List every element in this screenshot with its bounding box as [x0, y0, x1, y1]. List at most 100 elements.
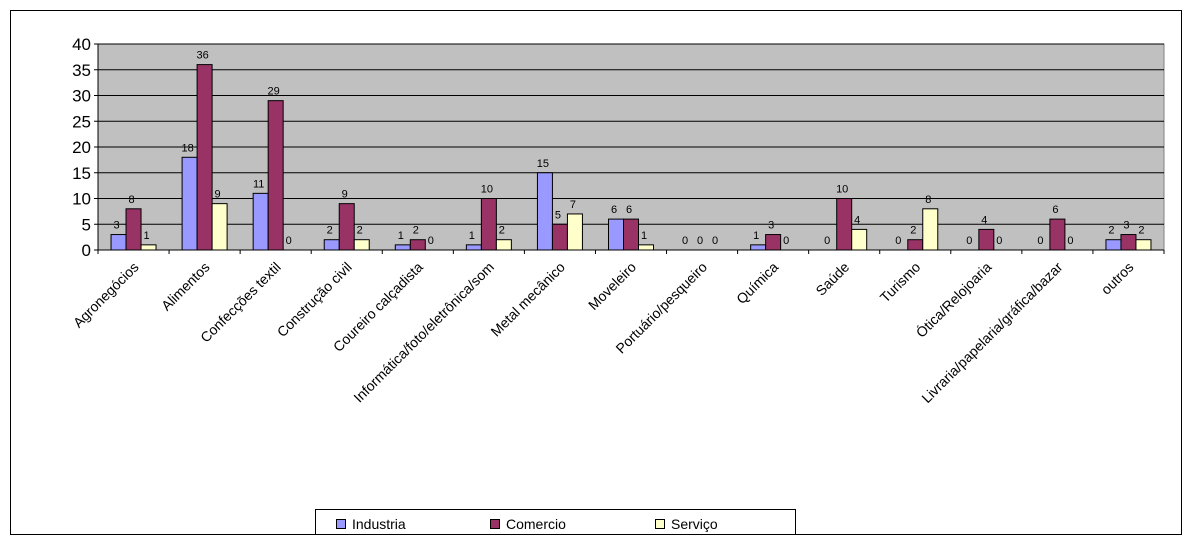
data-label: 15 — [537, 158, 549, 170]
bar-comercio — [338, 203, 355, 251]
bar-comercio — [836, 198, 853, 251]
y-tick-label: 25 — [72, 112, 91, 131]
legend-swatch-comercio — [490, 519, 500, 529]
bar-industria — [181, 156, 198, 251]
data-label: 4 — [854, 214, 860, 226]
data-label: 5 — [555, 209, 561, 221]
data-label: 2 — [1108, 225, 1114, 237]
bar-comercio — [1049, 218, 1066, 251]
y-tick-label: 0 — [82, 241, 91, 260]
x-tick-label: Construção civil — [274, 259, 355, 340]
bar-industria — [110, 234, 127, 251]
bar-serviço — [140, 244, 157, 251]
legend-label-industria: Industria — [352, 516, 406, 532]
x-tick-label: Alimentos — [158, 259, 213, 314]
bar-serviço — [638, 244, 654, 251]
bar-comercio — [1120, 234, 1137, 251]
data-label: 1 — [641, 230, 647, 242]
x-tick-label: Agronegócios — [70, 259, 142, 331]
data-label: 0 — [712, 235, 718, 247]
x-tick-label: Saúde — [812, 259, 852, 299]
data-label: 9 — [215, 189, 221, 201]
x-tick-label: Livraria/papelaria/gráfica/bazar — [918, 259, 1065, 406]
bar-comercio — [196, 64, 213, 251]
data-label: 4 — [981, 214, 987, 226]
data-label: 0 — [966, 235, 972, 247]
data-label: 1 — [143, 230, 149, 242]
bar-serviço — [495, 239, 512, 251]
data-label: 36 — [196, 50, 208, 62]
bar-comercio — [551, 223, 568, 251]
y-tick-label: 15 — [72, 164, 91, 183]
bar-industria — [536, 172, 553, 251]
data-label: 0 — [824, 235, 830, 247]
data-label: 8 — [128, 194, 134, 206]
data-label: 2 — [413, 225, 419, 237]
data-label: 1 — [469, 230, 475, 242]
data-label: 2 — [499, 225, 505, 237]
data-label: 7 — [570, 199, 576, 211]
legend-label-servico: Serviço — [671, 516, 718, 532]
data-label: 3 — [768, 220, 774, 232]
data-label: 6 — [626, 204, 632, 216]
data-label: 3 — [113, 220, 119, 232]
data-label: 8 — [925, 194, 931, 206]
data-label: 2 — [910, 225, 916, 237]
bar-industria — [608, 218, 624, 251]
x-tick-label: Informática/foto/eletrônica/som — [350, 259, 497, 406]
y-tick-label: 5 — [82, 215, 91, 234]
bar-serviço — [566, 213, 583, 251]
data-label: 10 — [481, 184, 493, 196]
bar-comercio — [907, 239, 924, 251]
bar-serviço — [1135, 239, 1152, 251]
bar-industria — [323, 239, 340, 251]
bar-comercio — [623, 218, 639, 251]
legend-swatch-servico — [655, 519, 665, 529]
data-label: 2 — [357, 225, 363, 237]
bar-comercio — [409, 239, 426, 251]
bar-industria — [750, 244, 767, 251]
data-label: 0 — [996, 235, 1002, 247]
legend-item-servico: Serviço — [655, 516, 718, 532]
x-tick-label: Química — [733, 259, 781, 307]
data-label: 0 — [783, 235, 789, 247]
bar-comercio — [480, 198, 497, 251]
bar-comercio — [765, 234, 782, 251]
data-label: 2 — [327, 225, 333, 237]
data-label: 10 — [836, 184, 848, 196]
legend-item-comercio: Comercio — [490, 516, 566, 532]
data-label: 0 — [1067, 235, 1073, 247]
legend-swatch-industria — [336, 519, 346, 529]
legend-item-industria: Industria — [336, 516, 406, 532]
data-label: 0 — [1037, 235, 1043, 247]
bar-comercio — [125, 208, 142, 251]
data-label: 0 — [286, 235, 292, 247]
data-label: 9 — [342, 189, 348, 201]
y-tick-label: 35 — [72, 61, 91, 80]
x-tick-label: Moveleiro — [585, 259, 639, 313]
data-label: 29 — [268, 86, 280, 98]
data-label: 6 — [1052, 204, 1058, 216]
data-label: 0 — [697, 235, 703, 247]
data-label: 0 — [682, 235, 688, 247]
bar-industria — [1105, 239, 1122, 251]
bar-industria — [394, 244, 411, 251]
x-tick-label: outros — [1098, 259, 1137, 298]
chart-legend: Industria Comercio Serviço — [315, 509, 796, 535]
x-tick-label: Turismo — [877, 259, 924, 306]
data-label: 3 — [1123, 220, 1129, 232]
bar-serviço — [851, 228, 868, 251]
data-label: 0 — [428, 235, 434, 247]
data-label: 2 — [1138, 225, 1144, 237]
data-label: 1 — [398, 230, 404, 242]
bar-serviço — [353, 239, 370, 251]
bar-comercio — [978, 228, 995, 251]
x-tick-label: Metal mecânico — [487, 259, 568, 340]
data-label: 1 — [753, 230, 759, 242]
legend-label-comercio: Comercio — [506, 516, 566, 532]
y-tick-label: 20 — [72, 138, 91, 157]
bar-comercio — [267, 100, 284, 251]
bar-industria — [465, 244, 482, 251]
x-tick-label: Ótica/Relojoaria — [913, 259, 995, 341]
